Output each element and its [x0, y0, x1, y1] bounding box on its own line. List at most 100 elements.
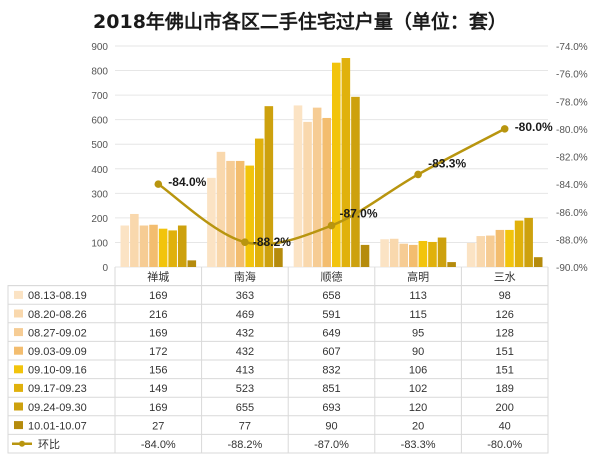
table-cell: 106 [409, 365, 427, 377]
axis-layer: 0 100 200 300 400 500 600 700 800 900 -74.0% -76.0%… [91, 42, 587, 274]
bar [380, 239, 389, 267]
y-tick-label: 400 [91, 165, 108, 176]
table-cell: 20 [412, 420, 424, 432]
bar [418, 240, 428, 267]
bar [149, 224, 158, 267]
bar [139, 225, 149, 267]
bar [130, 213, 139, 267]
category-label: 高明 [407, 270, 429, 284]
table-cell: 27 [152, 420, 164, 432]
y-tick-label: 500 [91, 140, 108, 151]
bars-layer [120, 58, 543, 268]
bar [533, 257, 543, 267]
bar [351, 96, 360, 267]
bar [466, 242, 476, 267]
y2-tick-label: -74.0% [556, 42, 588, 53]
table-cell: 151 [496, 365, 514, 377]
bar [332, 62, 341, 267]
y-tick-label: 200 [91, 214, 108, 225]
category-label: 南海 [234, 270, 256, 284]
y2-tick-label: -82.0% [556, 153, 588, 164]
bar [254, 138, 264, 267]
table-cell: -87.0% [314, 439, 349, 451]
chart-title: 2018年佛山市各区二手住宅过户量（单位：套） [93, 10, 507, 33]
bar [322, 117, 331, 267]
table-cell: 655 [236, 402, 254, 414]
legend-entry: 08.13-08.19 [28, 290, 87, 302]
bar [293, 105, 303, 268]
table-cell: 113 [409, 290, 427, 302]
table-cell: -83.3% [401, 439, 436, 451]
legend-swatch [14, 421, 23, 430]
legend-swatch [14, 365, 23, 374]
table-cell: 120 [409, 402, 427, 414]
legend-swatch [14, 346, 23, 355]
table-cell: 216 [149, 309, 167, 321]
legend-swatch [14, 290, 23, 299]
ratio-point [327, 221, 336, 230]
table-cell: 189 [496, 383, 514, 395]
bar [437, 237, 447, 267]
ratio-point [154, 180, 163, 188]
table-cell: 169 [149, 402, 167, 414]
y-tick-label: 800 [91, 67, 108, 78]
ratio-data-label: -83.3% [428, 156, 466, 170]
bar [341, 58, 351, 267]
y2-tick-label: -80.0% [556, 125, 588, 136]
bar [524, 217, 533, 267]
table-cell: 149 [149, 383, 167, 395]
ratio-point [241, 238, 249, 246]
table-cell: 169 [149, 290, 167, 302]
bar [486, 235, 495, 267]
y-tick-label: 700 [91, 91, 108, 102]
table-cell: 658 [322, 290, 340, 302]
bar [235, 160, 245, 267]
table-cell: 128 [496, 327, 514, 339]
legend-entry: 08.20-08.26 [28, 309, 87, 321]
legend-swatch [14, 328, 23, 337]
table-cell: 98 [499, 290, 511, 302]
legend-swatch [14, 309, 23, 318]
y-tick-label: 0 [102, 263, 108, 274]
ratio-data-label: -88.2% [253, 235, 291, 249]
table-cell: 693 [322, 402, 340, 414]
category-label: 禅城 [147, 270, 169, 284]
bar [168, 230, 177, 267]
table-cell: 156 [149, 365, 167, 377]
table-cell: 432 [236, 346, 254, 358]
table-cell: 832 [322, 365, 340, 377]
table-cell: 90 [325, 420, 337, 432]
bar [216, 151, 226, 267]
legend-swatch [14, 383, 23, 392]
bar [177, 225, 187, 267]
ratio-data-label: -80.0% [515, 120, 553, 134]
data-table: 禅城 南海 顺德 高明 三水 08.13-08.19 169 363 658 113 98 08.20… [7, 267, 549, 454]
bar [505, 229, 514, 267]
bar [245, 165, 254, 267]
table-cell: 607 [322, 346, 340, 358]
bar [312, 107, 322, 267]
ratio-data-label: -87.0% [340, 207, 378, 221]
bar [476, 236, 486, 267]
grid-layer [115, 45, 548, 268]
bar [264, 106, 274, 268]
bar [226, 160, 235, 267]
table-cell: 851 [322, 383, 340, 395]
table-cell: 413 [236, 365, 254, 377]
y2-tick-label: -84.0% [556, 180, 588, 191]
legend-entry: 09.10-09.16 [28, 365, 87, 377]
bar [187, 260, 197, 267]
y2-tick-label: -90.0% [556, 263, 588, 274]
category-label: 三水 [494, 271, 516, 284]
y-tick-label: 900 [91, 42, 108, 53]
bar [409, 244, 418, 267]
bar [495, 229, 505, 267]
table-cell: 523 [236, 383, 254, 395]
bar [274, 248, 283, 267]
legend-entry: 10.01-10.07 [28, 420, 87, 432]
category-label: 顺德 [321, 270, 343, 284]
table-cell: 77 [239, 420, 251, 432]
legend-entry: 09.03-09.09 [28, 346, 87, 358]
bar [399, 243, 409, 267]
